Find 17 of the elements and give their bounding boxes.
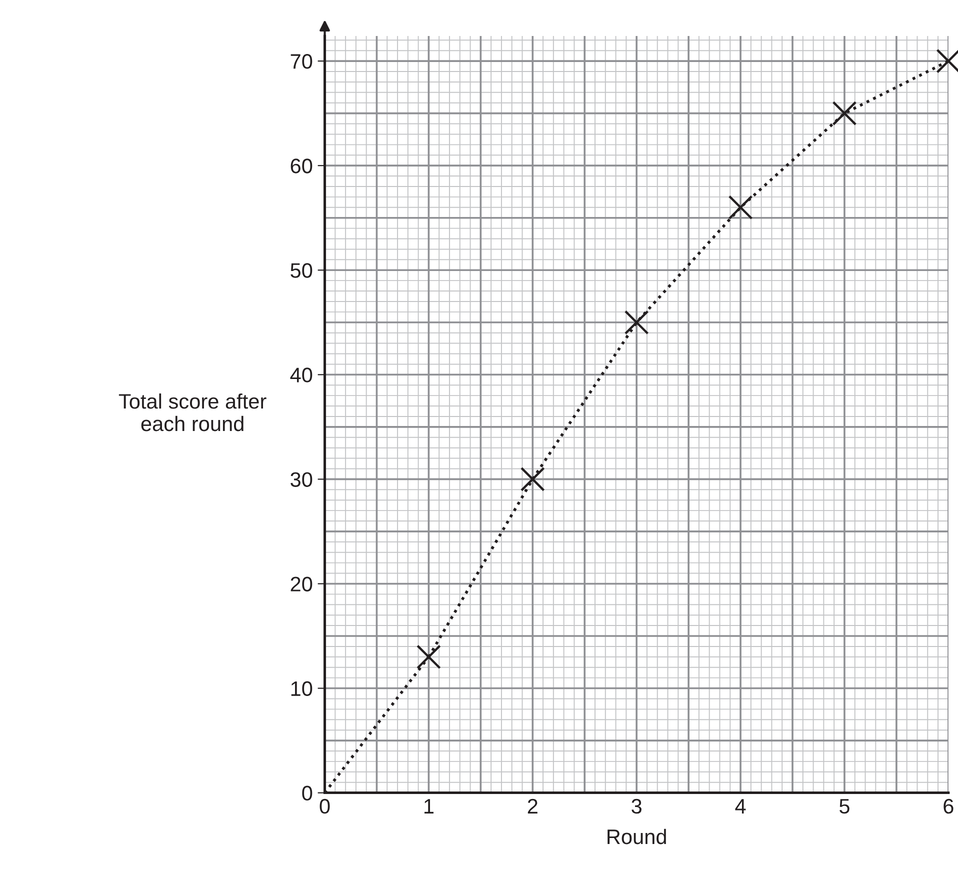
y-tick-label: 70 (290, 54, 312, 69)
y-tick-label: 40 (290, 368, 312, 382)
y-tick-label: 30 (290, 472, 312, 487)
x-tick-label: 6 (944, 798, 954, 814)
y-tick-label: 50 (290, 263, 312, 278)
y-axis-title: Total score after each round (118, 393, 266, 432)
x-tick-label: 3 (632, 798, 642, 814)
y-tick-label: 10 (291, 681, 312, 696)
x-axis-title: Round (608, 828, 666, 844)
x-tick-label: 1 (424, 799, 434, 814)
y-tick-label: 60 (290, 158, 312, 174)
x-tick-label: 5 (840, 799, 850, 814)
x-tick-label: 2 (528, 798, 538, 814)
y-tick-label: 0 (302, 786, 312, 801)
x-tick-label: 0 (320, 798, 330, 814)
x-tick-label: 4 (735, 799, 746, 814)
y-tick-label: 20 (290, 576, 312, 592)
